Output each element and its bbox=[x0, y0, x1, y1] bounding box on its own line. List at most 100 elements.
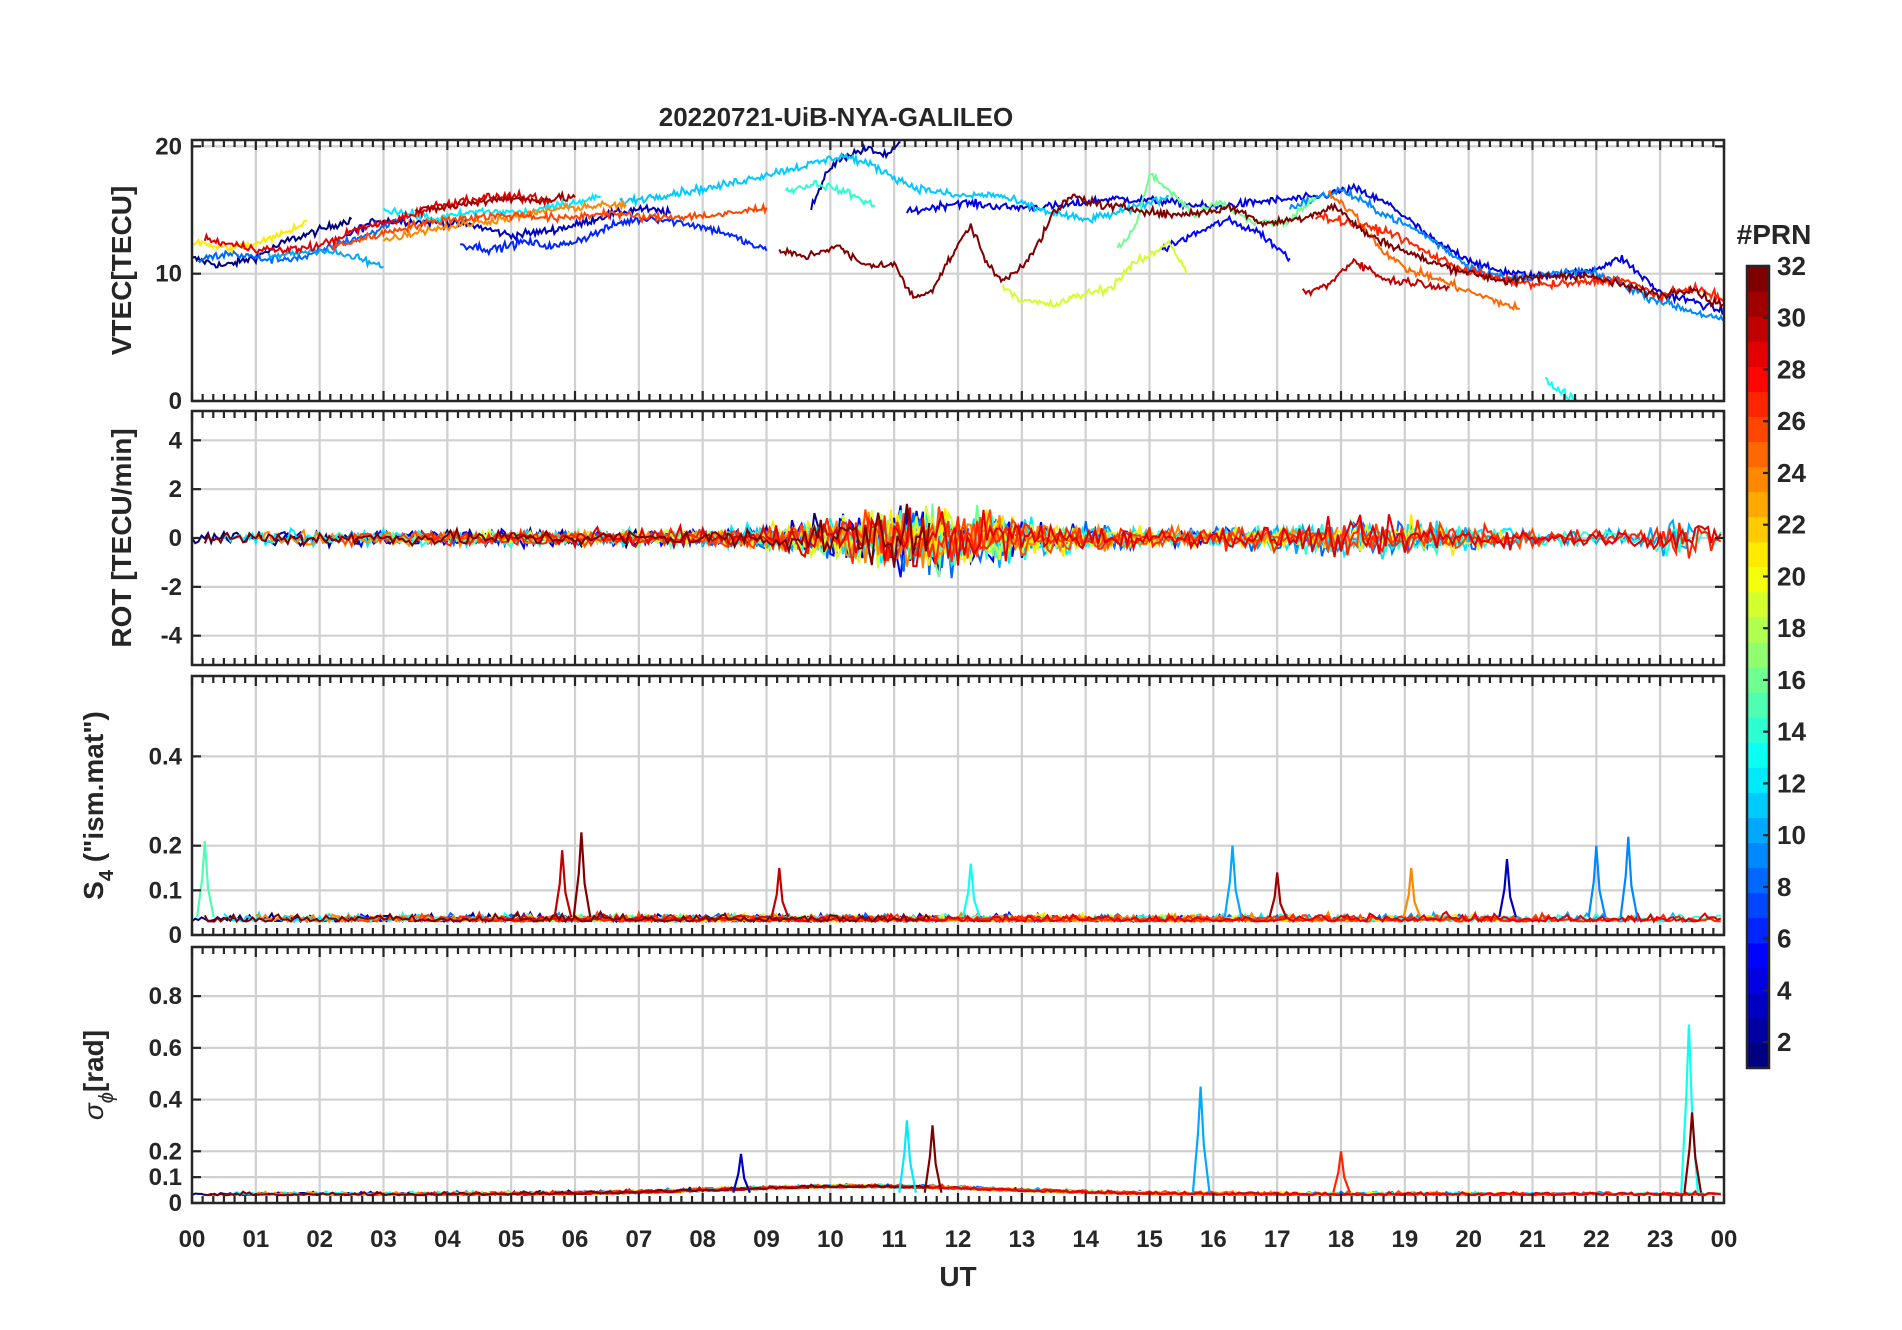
colorbar-segment bbox=[1747, 416, 1769, 443]
peak-trace-prn-12 bbox=[898, 1120, 917, 1193]
vtec-trace-prn-31 bbox=[414, 189, 576, 215]
y-tick-label: -2 bbox=[161, 574, 182, 601]
y-axis-label: S4 ("ism.mat") bbox=[78, 711, 118, 900]
y-tick-label: -4 bbox=[161, 623, 183, 650]
colorbar-segment bbox=[1747, 441, 1769, 468]
x-tick-label: 04 bbox=[434, 1226, 461, 1253]
colorbar-tick-label: 6 bbox=[1777, 924, 1791, 954]
x-tick-label: 02 bbox=[306, 1226, 333, 1253]
x-tick-label: 21 bbox=[1519, 1226, 1546, 1253]
colorbar-tick-label: 32 bbox=[1777, 251, 1806, 281]
colorbar-segment bbox=[1747, 491, 1769, 518]
x-tick-label: 16 bbox=[1200, 1226, 1227, 1253]
colorbar-segment bbox=[1747, 917, 1769, 944]
peak-trace-prn-15 bbox=[196, 841, 215, 918]
colorbar-tick-label: 2 bbox=[1777, 1027, 1791, 1057]
x-tick-label: 17 bbox=[1264, 1226, 1291, 1253]
vtec-trace-prn-11 bbox=[619, 151, 1169, 224]
x-tick-label: 05 bbox=[498, 1226, 525, 1253]
y-tick-label: 2 bbox=[169, 476, 182, 503]
colorbar-segment bbox=[1747, 316, 1769, 342]
y-tick-label: 0 bbox=[169, 388, 182, 415]
y-tick-label: 0.1 bbox=[149, 877, 182, 904]
panel-1: 0 10 20 VTEC[TECU] bbox=[106, 133, 1726, 415]
colorbar-tick-label: 24 bbox=[1777, 458, 1806, 488]
vtec-trace-prn-13 bbox=[1544, 376, 1578, 401]
colorbar-segment bbox=[1747, 391, 1769, 417]
y-tick-label: 0 bbox=[169, 525, 182, 552]
y-tick-label: 20 bbox=[155, 133, 182, 160]
data-traces bbox=[192, 832, 1722, 925]
colorbar-segment bbox=[1747, 291, 1769, 317]
colorbar-segment bbox=[1747, 792, 1769, 818]
y-axis-label-rest: ("ism.mat") bbox=[78, 711, 109, 870]
vtec-trace-prn-32 bbox=[778, 193, 1724, 308]
colorbar-segment bbox=[1747, 616, 1769, 643]
colorbar-segment bbox=[1747, 817, 1769, 844]
y-tick-label: 0 bbox=[169, 1190, 182, 1217]
trace-prn-32 bbox=[203, 909, 931, 924]
y-axis-label-subscript: 4 bbox=[96, 869, 118, 881]
vtec-trace-prn-19 bbox=[1001, 239, 1189, 308]
colorbar-segment bbox=[1747, 1042, 1769, 1069]
colorbar-segment bbox=[1747, 516, 1769, 543]
x-tick-label: 09 bbox=[753, 1226, 780, 1253]
y-tick-label: 4 bbox=[169, 427, 183, 454]
x-tick-label: 22 bbox=[1583, 1226, 1610, 1253]
x-tick-label: 03 bbox=[370, 1226, 397, 1253]
chart-title: 20220721-UiB-NYA-GALILEO bbox=[659, 102, 1014, 132]
panel-3: 0 0.1 0.2 0.4 S4 ("ism.mat") bbox=[78, 674, 1726, 949]
y-tick-label: 0.8 bbox=[149, 983, 182, 1010]
x-tick-label: 18 bbox=[1328, 1226, 1355, 1253]
y-axis-label-main: S bbox=[78, 881, 109, 900]
x-tick-label: 14 bbox=[1072, 1226, 1099, 1253]
x-tick-label: 15 bbox=[1136, 1226, 1163, 1253]
y-tick-label: 0.1 bbox=[149, 1164, 182, 1191]
colorbar-segment bbox=[1747, 266, 1769, 292]
colorbar-segment bbox=[1747, 667, 1769, 693]
colorbar-segment bbox=[1747, 591, 1769, 618]
peak-trace-prn-9 bbox=[1587, 845, 1607, 918]
colorbar-segment bbox=[1747, 892, 1769, 919]
x-axis-label: UT bbox=[939, 1261, 976, 1292]
vtec-trace-prn-6 bbox=[460, 214, 768, 257]
vtec-trace-prn-30 bbox=[1301, 257, 1450, 298]
colorbar-segment bbox=[1747, 767, 1769, 793]
vtec-trace-prn-14 bbox=[784, 180, 876, 208]
colorbar-segment bbox=[1747, 842, 1769, 869]
panel-4: 00.10.2 0.4 0.6 0.8 σϕ[rad] bbox=[78, 945, 1726, 1217]
x-tick-label: 00 bbox=[179, 1226, 206, 1253]
peak-trace-prn-31 bbox=[1268, 872, 1288, 918]
colorbar-tick-label: 4 bbox=[1777, 975, 1792, 1005]
x-tick-label: 11 bbox=[881, 1226, 906, 1253]
colorbar-tick-label: 22 bbox=[1777, 510, 1806, 540]
peak-trace-prn-10 bbox=[1191, 1086, 1211, 1193]
y-tick-label: 0.4 bbox=[149, 743, 183, 770]
x-tick-label: 00 bbox=[1711, 1226, 1738, 1253]
x-tick-label: 12 bbox=[945, 1226, 972, 1253]
colorbar-segment bbox=[1747, 1017, 1769, 1044]
y-tick-label: 10 bbox=[155, 261, 182, 288]
y-axis-label: ROT [TECU/min] bbox=[106, 428, 137, 647]
peak-trace-prn-13 bbox=[962, 863, 981, 918]
colorbar-title: #PRN bbox=[1737, 219, 1812, 250]
colorbar-segment bbox=[1747, 692, 1769, 718]
colorbar-tick-label: 28 bbox=[1777, 354, 1806, 384]
x-tick-label: 06 bbox=[562, 1226, 589, 1253]
colorbar-segment bbox=[1747, 366, 1769, 392]
vtec-trace-prn-5 bbox=[1161, 214, 1291, 263]
colorbar-tick-label: 20 bbox=[1777, 561, 1806, 591]
peak-trace-prn-32 bbox=[572, 832, 592, 918]
y-axis-label-rest: [rad] bbox=[78, 1030, 109, 1092]
peak-trace-prn-32 bbox=[1683, 1112, 1703, 1193]
x-tick-label: 01 bbox=[242, 1226, 269, 1253]
peak-trace-prn-30 bbox=[553, 850, 573, 918]
colorbar-frame bbox=[1745, 264, 1771, 1070]
colorbar-segment bbox=[1747, 566, 1769, 593]
colorbar-segment bbox=[1747, 967, 1769, 994]
colorbar-tick-label: 10 bbox=[1777, 820, 1806, 850]
vtec-trace-prn-2 bbox=[810, 141, 901, 211]
x-tick-label: 23 bbox=[1647, 1226, 1674, 1253]
